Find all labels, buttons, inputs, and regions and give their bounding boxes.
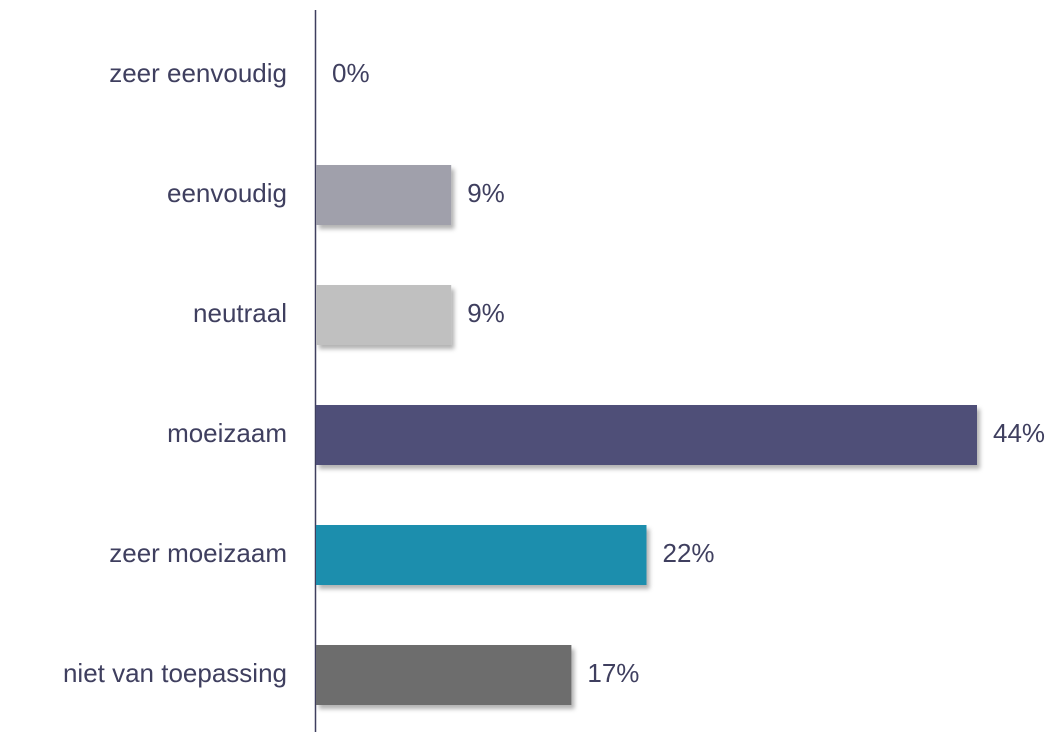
value-label: 44% (993, 418, 1045, 448)
category-label: zeer eenvoudig (109, 58, 287, 88)
category-label: moeizaam (167, 418, 287, 448)
value-label: 9% (467, 178, 505, 208)
category-label: niet van toepassing (63, 658, 287, 688)
value-label: 17% (587, 658, 639, 688)
bar (316, 525, 647, 585)
bar (316, 285, 452, 345)
value-label: 9% (467, 298, 505, 328)
bar (316, 405, 977, 465)
bar (316, 645, 572, 705)
value-label: 22% (663, 538, 715, 568)
category-label: neutraal (193, 298, 287, 328)
category-label: zeer moeizaam (109, 538, 287, 568)
bar (316, 165, 452, 225)
category-label: eenvoudig (167, 178, 287, 208)
value-label: 0% (332, 58, 370, 88)
